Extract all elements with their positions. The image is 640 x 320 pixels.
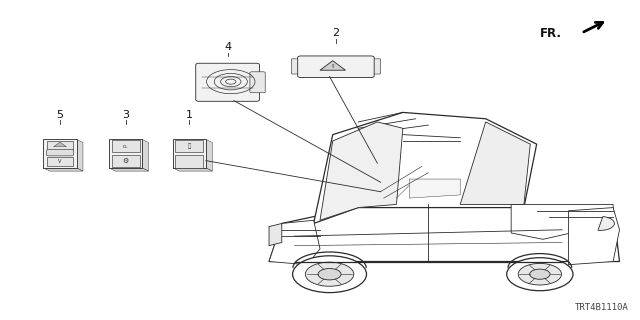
Bar xyxy=(111,140,140,152)
Circle shape xyxy=(507,258,573,291)
Circle shape xyxy=(518,263,561,285)
FancyBboxPatch shape xyxy=(298,56,374,77)
Bar xyxy=(47,157,73,166)
Text: 3: 3 xyxy=(122,110,129,120)
FancyBboxPatch shape xyxy=(250,72,265,93)
Polygon shape xyxy=(269,223,282,246)
Text: FR.: FR. xyxy=(540,27,562,40)
FancyBboxPatch shape xyxy=(369,59,381,74)
Polygon shape xyxy=(142,140,148,171)
Polygon shape xyxy=(54,142,67,147)
Polygon shape xyxy=(109,168,148,171)
Bar xyxy=(109,140,142,168)
Polygon shape xyxy=(173,168,212,171)
Text: 4: 4 xyxy=(224,42,231,52)
Circle shape xyxy=(305,262,354,286)
Text: V: V xyxy=(58,159,61,164)
Polygon shape xyxy=(409,179,460,198)
Polygon shape xyxy=(320,122,403,220)
Bar xyxy=(44,140,77,168)
Polygon shape xyxy=(77,140,83,171)
Text: 2: 2 xyxy=(332,28,339,38)
Polygon shape xyxy=(44,168,83,171)
Wedge shape xyxy=(598,217,614,230)
Circle shape xyxy=(318,268,341,280)
Circle shape xyxy=(292,256,367,292)
Text: ⚙: ⚙ xyxy=(122,158,129,164)
Text: 🚗: 🚗 xyxy=(188,144,191,149)
FancyBboxPatch shape xyxy=(291,59,303,74)
Polygon shape xyxy=(511,204,613,239)
Polygon shape xyxy=(269,204,620,261)
Text: DL: DL xyxy=(123,145,129,149)
Polygon shape xyxy=(314,112,537,223)
Bar xyxy=(175,140,204,152)
Polygon shape xyxy=(269,220,320,265)
Bar xyxy=(47,141,73,150)
Text: 5: 5 xyxy=(56,110,63,120)
Polygon shape xyxy=(206,140,212,171)
Polygon shape xyxy=(568,208,620,265)
Bar xyxy=(173,140,206,168)
Bar xyxy=(175,155,204,168)
Text: TRT4B1110A: TRT4B1110A xyxy=(575,303,629,312)
Polygon shape xyxy=(320,61,346,70)
FancyBboxPatch shape xyxy=(47,149,74,156)
Bar xyxy=(111,155,140,167)
Text: 1: 1 xyxy=(186,110,193,120)
Circle shape xyxy=(530,269,550,279)
FancyBboxPatch shape xyxy=(196,63,259,101)
Polygon shape xyxy=(460,122,531,204)
Text: !: ! xyxy=(332,64,334,69)
